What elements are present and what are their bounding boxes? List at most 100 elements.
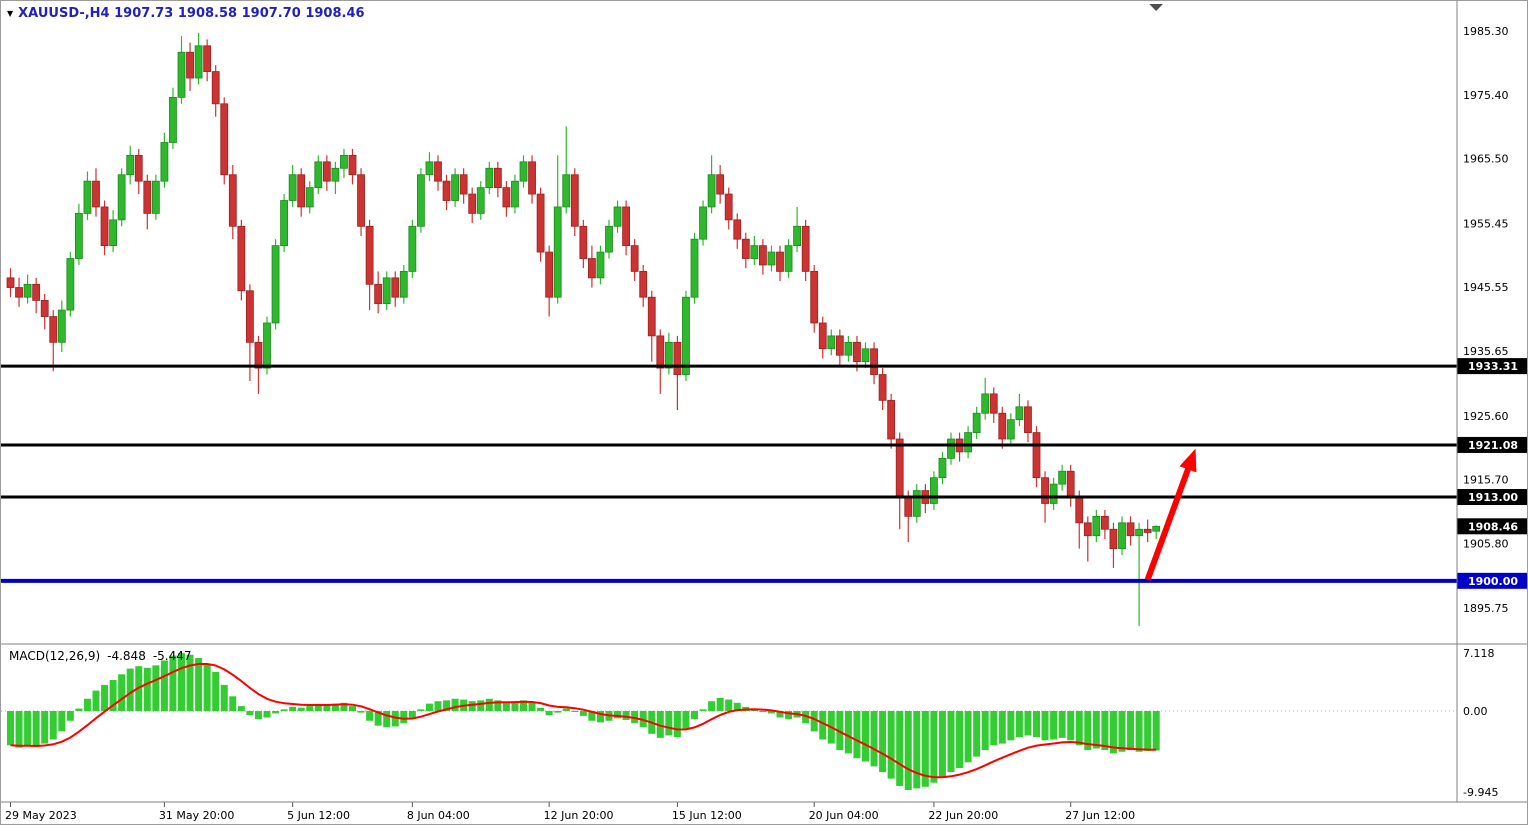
macd-bar: [973, 710, 981, 757]
macd-bar: [58, 710, 66, 732]
macd-bar: [425, 703, 433, 711]
macd-bar: [665, 710, 673, 736]
candle-body: [1118, 522, 1126, 549]
macd-bar: [622, 710, 630, 720]
macd-bar: [853, 710, 861, 759]
price-tag: [1457, 518, 1527, 535]
candle-body: [109, 219, 117, 247]
candle-body: [434, 161, 442, 182]
macd-bar: [1084, 710, 1092, 751]
candle-body: [23, 283, 32, 298]
candle-body: [254, 341, 263, 369]
price-tag-label: 1933.31: [1468, 360, 1518, 373]
macd-bar: [15, 710, 23, 748]
macd-bar: [1101, 710, 1109, 751]
price-axis-label: 1945.55: [1463, 281, 1509, 294]
macd-bar: [220, 684, 228, 711]
candle-body: [134, 154, 143, 182]
macd-bar: [169, 655, 177, 711]
candle-body: [553, 206, 562, 298]
macd-bar: [229, 696, 237, 711]
macd-axis-label: 7.118: [1463, 647, 1495, 660]
macd-bar: [451, 698, 459, 711]
macd-bar: [528, 702, 536, 711]
macd-bar: [870, 710, 878, 767]
macd-bar: [246, 710, 254, 716]
arrow-shaft: [1144, 464, 1193, 581]
candle-body: [1109, 528, 1118, 549]
macd-bar: [879, 710, 887, 773]
price-axis-label: 1965.50: [1463, 153, 1509, 166]
time-axis-label: 22 Jun 20:00: [928, 809, 998, 822]
macd-bar: [212, 671, 220, 711]
chart-title-text: XAUUSD-,H4 1907.73 1908.58 1907.70 1908.…: [18, 6, 365, 21]
candle-body: [15, 287, 23, 298]
candle-body: [938, 457, 947, 479]
macd-bar: [263, 710, 271, 718]
macd-bar: [374, 710, 382, 726]
macd-bar: [579, 710, 587, 716]
candle-body: [793, 225, 801, 247]
candle-body: [647, 296, 656, 337]
time-axis-label: 12 Jun 20:00: [544, 809, 614, 822]
macd-bar: [391, 710, 399, 727]
candle-body: [169, 96, 177, 143]
macd-bar: [656, 710, 664, 738]
macd-bar: [272, 710, 280, 714]
macd-bar: [554, 710, 562, 713]
macd-bar: [349, 706, 356, 711]
macd-bar: [443, 700, 451, 711]
macd-bar: [1050, 710, 1058, 740]
candle-body: [630, 245, 639, 272]
candle-body: [143, 180, 152, 214]
price-tag: [1457, 489, 1527, 506]
candle-body: [605, 225, 613, 253]
time-axis-labels: 29 May 2023 31 May 20:00 5 Jun 12:00 8 Jun …: [5, 802, 1135, 822]
candle-body: [186, 51, 194, 79]
time-axis-label: 5 Jun 12:00: [287, 809, 350, 822]
macd-bar: [844, 710, 852, 754]
macd-bar: [195, 658, 203, 711]
price-tag-label: 1921.08: [1468, 439, 1518, 452]
candle-body: [1101, 515, 1109, 530]
candle-body: [827, 335, 836, 350]
time-axis-label: 29 May 2023: [5, 809, 77, 822]
price-axis-label: 1915.70: [1463, 474, 1509, 487]
candle-body: [904, 496, 913, 517]
candle-body: [75, 212, 83, 259]
candle-body: [177, 51, 186, 98]
macd-bar: [571, 710, 579, 712]
macd-bar: [1144, 710, 1152, 751]
macd-bar: [819, 710, 827, 740]
candle-body: [1058, 470, 1067, 485]
macd-bar: [947, 710, 955, 773]
macd-bar: [24, 710, 32, 747]
support-resistance-lines: 1933.31 1921.08 1913.00 1900.00 1908.46: [1, 358, 1527, 589]
candle-body: [673, 341, 682, 375]
macd-bar: [802, 710, 810, 724]
scroll-to-end-icon[interactable]: [1149, 4, 1163, 11]
macd-bar: [862, 710, 869, 762]
candle-body: [733, 219, 742, 240]
candle-body: [570, 174, 579, 227]
macd-bar: [92, 690, 100, 711]
candle-body: [288, 174, 297, 201]
candle-body: [502, 187, 511, 208]
macd-bar: [434, 701, 442, 711]
candle-body: [639, 271, 648, 298]
time-axis-label: 8 Jun 04:00: [407, 809, 470, 822]
price-axis-label: 1975.40: [1463, 89, 1509, 102]
candle-body: [588, 258, 596, 279]
candle-body: [6, 277, 15, 288]
macd-bar: [716, 697, 724, 711]
macd-bar: [101, 684, 109, 711]
candle-body: [1032, 432, 1041, 479]
macd-bar: [1041, 710, 1049, 741]
candle-body: [83, 180, 92, 214]
macd-bar: [1135, 710, 1143, 752]
candle-body: [485, 167, 494, 189]
candle-body: [664, 341, 673, 369]
candle-body: [66, 258, 75, 311]
